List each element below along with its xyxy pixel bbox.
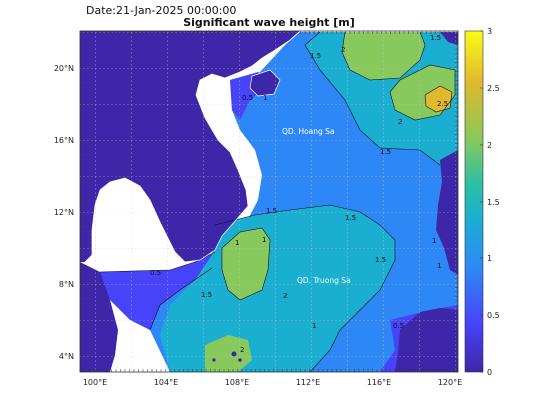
contour-lines xyxy=(99,31,456,372)
colorbar-tick-label: 3 xyxy=(487,27,492,36)
lon-tick-labels: 100°E 104°E 108°E 112°E 116°E 120°E xyxy=(83,378,462,387)
lat-tick-label: 20°N xyxy=(54,64,74,73)
small-islands xyxy=(212,351,242,362)
lat-tick-labels: 20°N 16°N 12°N 8°N 4°N xyxy=(54,64,74,361)
colorbar-tick-label: 1 xyxy=(487,254,492,263)
lat-tick-label: 4°N xyxy=(59,352,74,361)
frame-ticks xyxy=(79,30,459,372)
contour-label: 0.5 xyxy=(150,269,161,277)
contour-label: 2 xyxy=(283,292,287,300)
lon-tick-label: 108°E xyxy=(225,378,249,387)
contour-label: 1.5 xyxy=(380,148,391,156)
coastlines xyxy=(84,31,301,263)
lon-tick-label: 112°E xyxy=(296,378,320,387)
contour-label: 1.5 xyxy=(430,34,441,42)
contour-label: 0.5 xyxy=(242,94,253,102)
colorbar xyxy=(464,30,484,373)
lat-tick-label: 16°N xyxy=(54,136,74,145)
contour-label: 1.5 xyxy=(201,291,212,299)
contour-label: 0.5 xyxy=(393,322,404,330)
contour-label: 1 xyxy=(235,239,239,247)
contour-label: 1.5 xyxy=(375,256,386,264)
island xyxy=(231,351,237,357)
contour-label: 2 xyxy=(341,46,345,54)
lon-tick-label: 100°E xyxy=(83,378,107,387)
colorbar-tick-labels: 3 2.5 2 1.5 1 0.5 0 xyxy=(487,27,500,377)
contour-1_5m-south xyxy=(214,204,396,372)
place-label-truong-sa: QD. Truong Sa xyxy=(297,276,351,285)
island xyxy=(212,358,216,362)
island xyxy=(238,358,242,362)
colorbar-tick-label: 1.5 xyxy=(487,198,500,207)
contour-label: 2 xyxy=(240,346,244,354)
colorbar-tick-label: 2.5 xyxy=(487,84,500,93)
contour-label: 1.5 xyxy=(345,214,356,222)
contour-label: 1 xyxy=(312,322,316,330)
colorbar-tick-label: 2 xyxy=(487,141,492,150)
contour-label: 1 xyxy=(437,262,441,270)
contour-2_5m xyxy=(424,85,453,113)
contour-label: 1 xyxy=(262,236,266,244)
contour-label: 1 xyxy=(263,94,267,102)
lon-tick-label: 120°E xyxy=(438,378,462,387)
contour-labels: 0.5 1 1.5 1.5 2 2 2.5 1.5 1.5 1.5 1 1 2 … xyxy=(150,34,448,354)
lat-tick-label: 8°N xyxy=(59,280,74,289)
contour-2m-east xyxy=(389,64,456,121)
contour-label: 1.5 xyxy=(310,52,321,60)
lon-tick-label: 104°E xyxy=(154,378,178,387)
colorbar-ticks xyxy=(480,30,483,373)
contour-label: 1.5 xyxy=(266,207,277,215)
lat-tick-label: 12°N xyxy=(54,208,74,217)
contour-1m-gulf xyxy=(149,267,213,331)
contour-1_5m-north xyxy=(304,31,441,166)
contour-label: 2.5 xyxy=(437,100,448,108)
contour-label: 2 xyxy=(398,118,402,126)
coastline-hainan xyxy=(249,69,281,97)
colorbar-tick-label: 0 xyxy=(487,368,492,377)
map-gridlines xyxy=(80,31,458,372)
place-label-hoang-sa: QD. Hoang Sa xyxy=(282,127,335,136)
contour-2m-northeast xyxy=(341,31,426,81)
contour-label: 1 xyxy=(432,237,436,245)
date-label: Date:21-Jan-2025 00:00:00 xyxy=(86,4,237,17)
lon-tick-label: 116°E xyxy=(367,378,391,387)
colorbar-tick-label: 0.5 xyxy=(487,311,500,320)
coastline-mainland xyxy=(84,31,301,263)
map-title: Significant wave height [m] xyxy=(183,16,355,29)
contour-2m-central xyxy=(221,227,271,301)
